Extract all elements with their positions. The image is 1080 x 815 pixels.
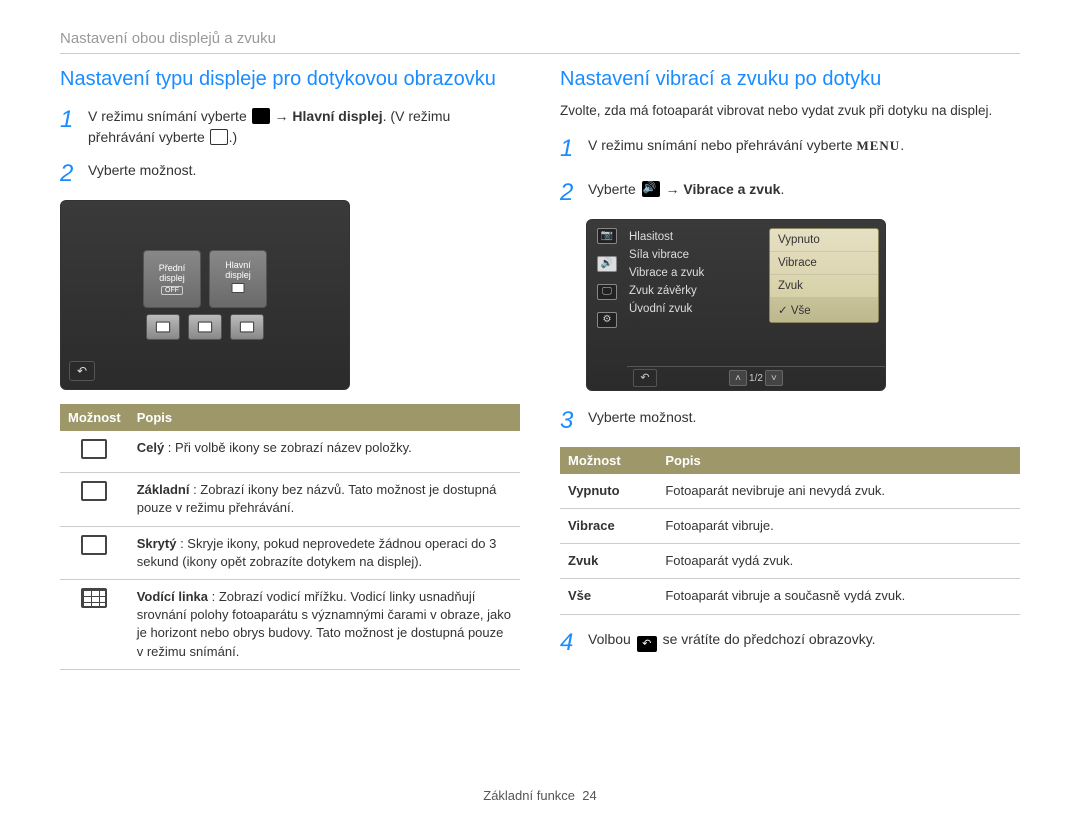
opt-desc: Fotoaparát vibruje. [657,509,1020,544]
opt-name: Základní [137,482,190,497]
th-desc: Popis [129,404,520,431]
back-button[interactable]: ↶ [69,361,95,381]
display-option-2[interactable] [188,314,222,340]
opt-name: Vše [560,579,657,614]
card-label: displej [225,270,251,280]
step-3-right: 3 Vyberte možnost. [560,403,1020,439]
step-2-left: 2 Vyberte možnost. [60,156,520,192]
page-indicator: 1/2 [749,373,763,384]
step-1-left: 1 V režimu snímání vyberte → Hlavní disp… [60,102,520,148]
card-label: Hlavní [225,260,251,270]
sound-tab-icon[interactable]: 🔊 [597,256,617,272]
opt-name: Vibrace [560,509,657,544]
opt-name: Vodící linka [137,589,208,604]
page-number: 24 [582,788,596,803]
step2r-a: Vyberte [588,181,640,197]
step-number: 2 [560,175,576,211]
opt-desc: Fotoaparát vydá zvuk. [657,544,1020,579]
table-row: Skrytý : Skryje ikony, pokud neprovedete… [60,526,520,579]
card-label: Přední [159,263,186,273]
footer-label: Základní funkce [483,788,575,803]
main-display-card[interactable]: Hlavní displej [209,250,267,308]
step1-text-a: V režimu snímání vyberte [88,108,251,124]
right-intro: Zvolte, zda má fotoaparát vibrovat nebo … [560,102,1020,121]
screenshot-vibration-sound: 📷 🔊 🖵 ⚙ Hlasitost: Středně Síla vibrace … [586,219,886,391]
opt-desc: : Zobrazí ikony bez názvů. Tato možnost … [137,482,497,515]
pager-bar: ↶ ˄ 1/2 ˅ [627,366,885,390]
display-tab-icon[interactable]: 🖵 [597,284,617,300]
step1-bold: → Hlavní displej [271,108,383,124]
step4r-a: Volbou [588,631,635,647]
popup-opt-off[interactable]: Vypnuto [770,229,878,252]
content-columns: Nastavení typu displeje pro dotykovou ob… [60,66,1020,670]
front-display-card[interactable]: Přední displej OFF [143,250,201,308]
th-option: Možnost [60,404,129,431]
popup-opt-all[interactable]: ✓ Vše [770,298,878,322]
th-desc: Popis [657,447,1020,474]
left-column: Nastavení typu displeje pro dotykovou ob… [60,66,520,670]
step2r-bold: → Vibrace a zvuk [662,181,781,197]
options-popup: Vypnuto Vibrace Zvuk ✓ Vše [769,228,879,323]
guideline-icon [81,588,107,608]
left-options-table: Možnost Popis Celý : Při volbě ikony se … [60,404,520,670]
opt-desc: Fotoaparát nevibruje ani nevydá zvuk. [657,474,1020,509]
table-row: VšeFotoaparát vibruje a současně vydá zv… [560,579,1020,614]
step1r-text: V režimu snímání nebo přehrávání vyberte [588,137,856,153]
step2-text: Vyberte možnost. [88,156,196,192]
popup-opt-vibrate[interactable]: Vibrace [770,252,878,275]
opt-name: Zvuk [560,544,657,579]
camera-tab-icon[interactable]: 📷 [597,228,617,244]
menu-icon: MENU [856,138,900,153]
display-thumb-icon [232,283,245,293]
page-header: Nastavení obou displejů a zvuku [60,30,1020,54]
popup-opt-sound[interactable]: Zvuk [770,275,878,298]
page-footer: Základní funkce 24 [0,788,1080,803]
th-option: Možnost [560,447,657,474]
right-options-table: Možnost Popis VypnutoFotoaparát nevibruj… [560,447,1020,615]
back-button[interactable]: ↶ [633,369,657,387]
opt-name: Skrytý [137,536,177,551]
step-4-right: 4 Volbou ↶ se vrátíte do předchozí obraz… [560,625,1020,661]
hidden-icon [81,535,107,555]
full-icon [81,439,107,459]
table-row: Základní : Zobrazí ikony bez názvů. Tato… [60,473,520,526]
step-number: 4 [560,625,576,661]
display-mode-icon [252,108,270,124]
screenshot-display-type: Přední displej OFF Hlavní displej [60,200,350,390]
step-2-right: 2 Vyberte → Vibrace a zvuk. [560,175,1020,211]
left-section-title: Nastavení typu displeje pro dotykovou ob… [60,66,520,92]
step1-text-c: .) [229,129,238,145]
opt-desc: Fotoaparát vibruje a současně vydá zvuk. [657,579,1020,614]
opt-name: Celý [137,440,164,455]
step-number: 3 [560,403,576,439]
table-row: VypnutoFotoaparát nevibruje ani nevydá z… [560,474,1020,509]
table-row: ZvukFotoaparát vydá zvuk. [560,544,1020,579]
back-icon: ↶ [637,636,657,652]
right-section-title: Nastavení vibrací a zvuku po dotyku [560,66,1020,92]
step3r-text: Vyberte možnost. [588,403,696,439]
page-up[interactable]: ˄ [729,370,747,386]
display-option-1[interactable] [146,314,180,340]
step-number: 1 [560,131,576,167]
off-badge: OFF [161,286,183,295]
step-number: 1 [60,102,76,148]
step-1-right: 1 V režimu snímání nebo přehrávání vyber… [560,131,1020,167]
opt-desc: : Skryje ikony, pokud neprovedete žádnou… [137,536,497,569]
step-number: 2 [60,156,76,192]
table-row: Celý : Při volbě ikony se zobrazí název … [60,431,520,473]
table-row: VibraceFotoaparát vibruje. [560,509,1020,544]
table-row: Vodící linka : Zobrazí vodicí mřížku. Vo… [60,579,520,669]
settings-tab-icon[interactable]: ⚙ [597,312,617,328]
basic-icon [81,481,107,501]
opt-name: Vypnuto [560,474,657,509]
card-label: displej [159,273,185,283]
display-option-3[interactable] [230,314,264,340]
step4r-b: se vrátíte do předchozí obrazovky. [659,631,876,647]
sound-icon [642,181,660,197]
right-column: Nastavení vibrací a zvuku po dotyku Zvol… [560,66,1020,670]
opt-desc: : Při volbě ikony se zobrazí název polož… [164,440,412,455]
play-display-icon [210,129,228,145]
menu-sidebar: 📷 🔊 🖵 ⚙ [587,220,627,390]
page-down[interactable]: ˅ [765,370,783,386]
